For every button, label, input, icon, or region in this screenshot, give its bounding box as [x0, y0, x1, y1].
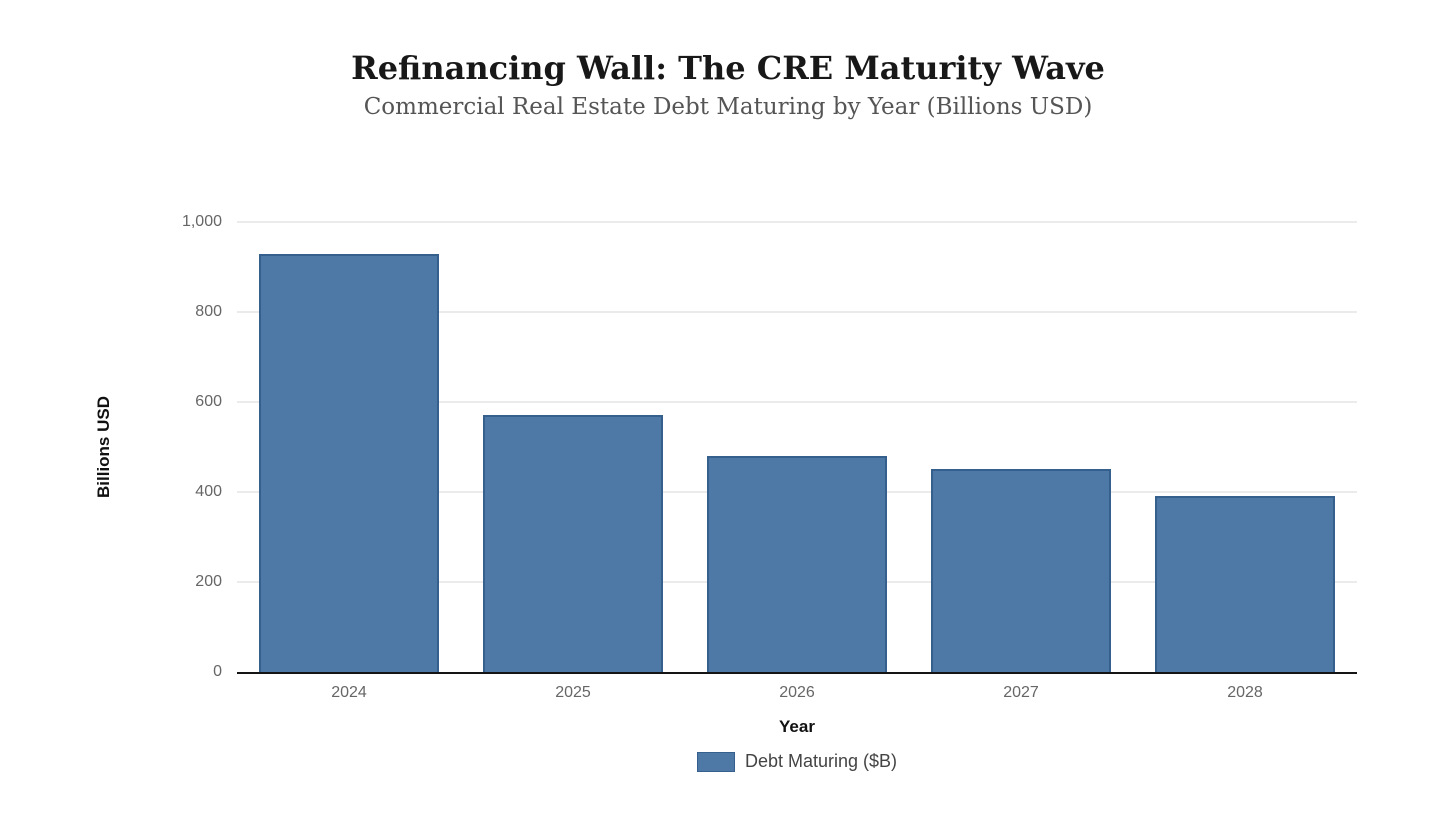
gridline-800 — [237, 311, 1357, 313]
y-tick-label-200: 200 — [195, 573, 222, 590]
y-axis-title: Billions USD — [94, 395, 113, 499]
gridline-600 — [237, 401, 1357, 403]
x-tick-label-2025: 2025 — [555, 684, 591, 701]
bar-2027 — [931, 469, 1111, 672]
legend: Debt Maturing ($B) — [237, 751, 1357, 772]
gridline-1000 — [237, 221, 1357, 223]
y-tick-label-600: 600 — [195, 393, 222, 410]
y-tick-label-800: 800 — [195, 303, 222, 320]
legend-swatch — [696, 751, 735, 772]
x-tick-label-2024: 2024 — [331, 684, 367, 701]
x-tick-label-2028: 2028 — [1227, 684, 1263, 701]
bar-2024 — [259, 254, 439, 672]
plot-area — [237, 221, 1357, 674]
x-tick-label-2027: 2027 — [1003, 684, 1039, 701]
y-tick-label-1000: 1,000 — [181, 213, 222, 230]
bar-2025 — [483, 415, 663, 672]
bar-2028 — [1155, 496, 1335, 672]
chart-title: Refinancing Wall: The CRE Maturity Wave — [351, 49, 1105, 87]
y-tick-label-400: 400 — [195, 483, 222, 500]
y-tick-label-0: 0 — [213, 663, 222, 680]
chart-header: Refinancing Wall: The CRE Maturity Wave … — [0, 48, 1456, 122]
legend-label: Debt Maturing ($B) — [744, 751, 898, 771]
x-axis-title: Year — [779, 717, 815, 736]
chart-subtitle: Commercial Real Estate Debt Maturing by … — [363, 94, 1093, 120]
x-tick-label-2026: 2026 — [779, 684, 815, 701]
bar-2026 — [707, 456, 887, 672]
